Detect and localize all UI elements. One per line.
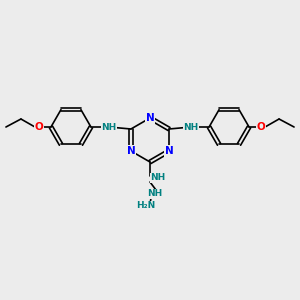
- Text: N: N: [146, 113, 154, 123]
- Text: O: O: [257, 122, 266, 132]
- Text: NH: NH: [183, 122, 199, 131]
- Text: H₂N: H₂N: [136, 202, 156, 211]
- Text: NH: NH: [101, 122, 117, 131]
- Text: O: O: [34, 122, 43, 132]
- Text: NH: NH: [147, 190, 163, 199]
- Text: NH: NH: [150, 173, 166, 182]
- Text: N: N: [165, 146, 173, 156]
- Text: N: N: [127, 146, 135, 156]
